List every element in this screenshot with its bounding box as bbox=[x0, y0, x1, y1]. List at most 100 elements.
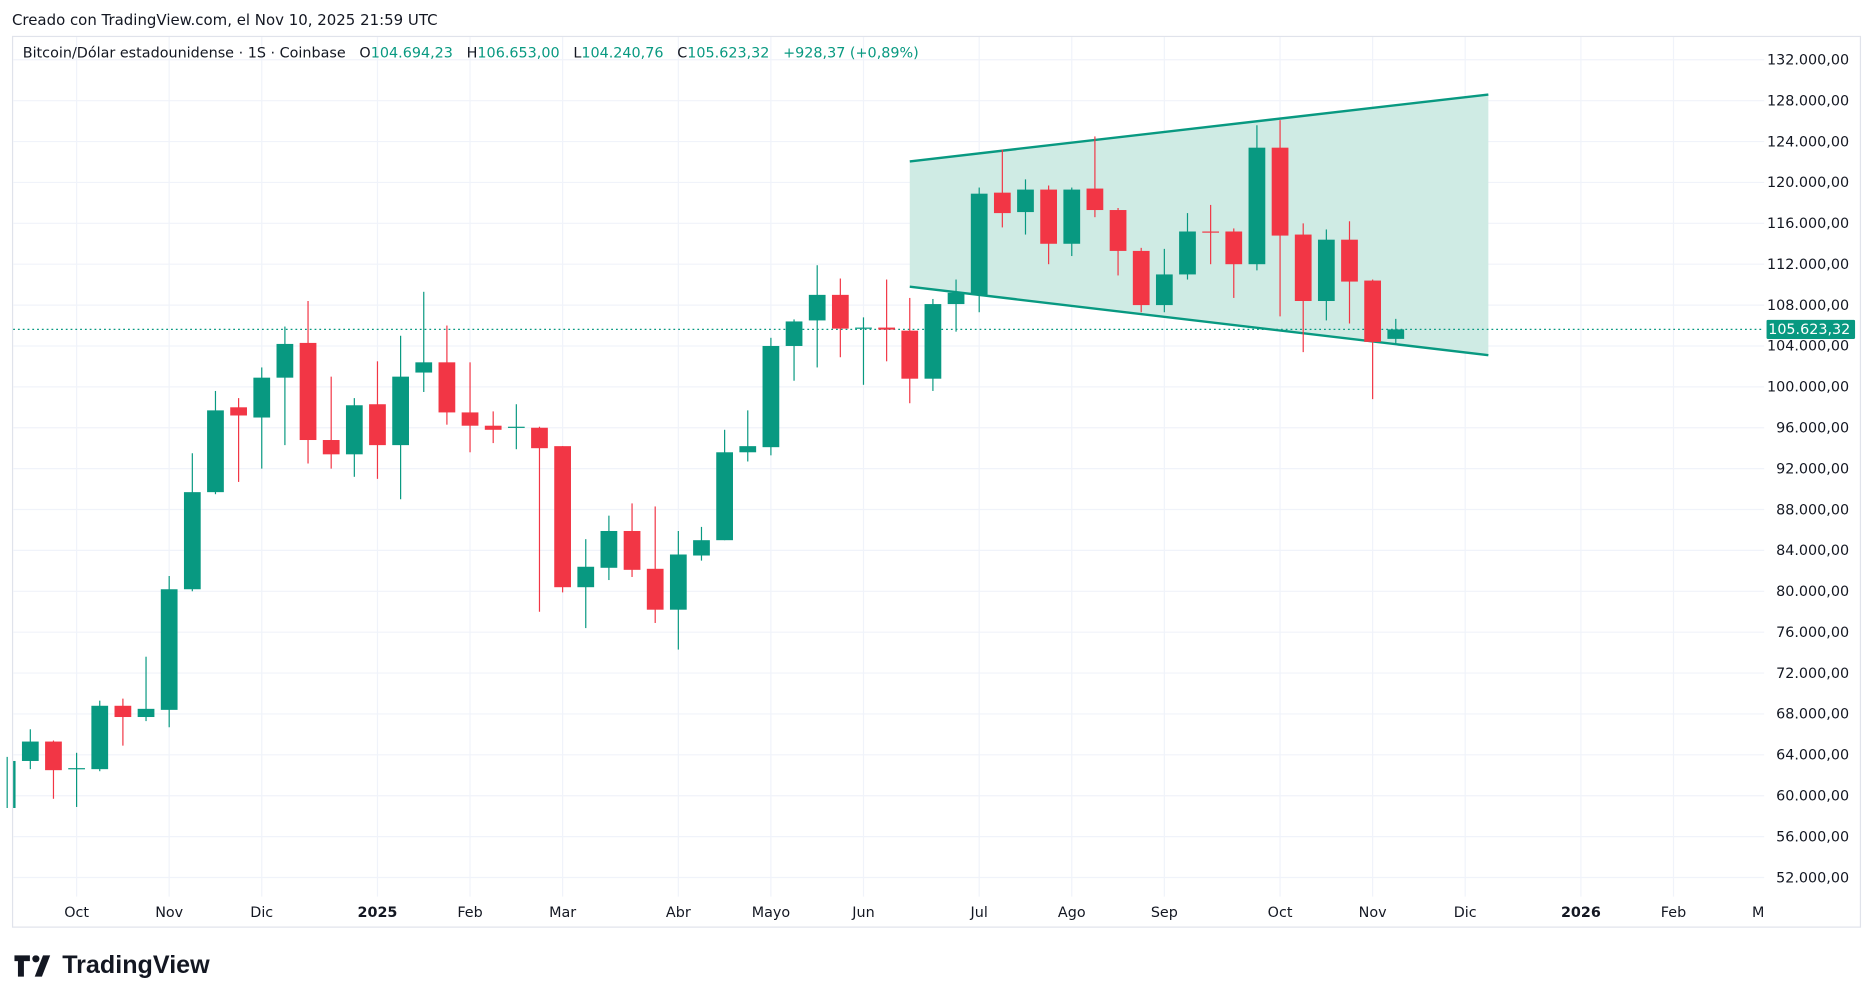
candle bbox=[623, 503, 641, 577]
candle bbox=[68, 752, 85, 807]
candle-body bbox=[693, 540, 710, 556]
price-tick-label: 104.000,00 bbox=[1767, 339, 1849, 355]
candle bbox=[1017, 179, 1034, 235]
price-tick-label: 80.000,00 bbox=[1776, 584, 1849, 600]
time-tick-label: Jun bbox=[851, 905, 874, 921]
time-tick-label: Dic bbox=[250, 905, 273, 921]
candle-body bbox=[785, 321, 803, 346]
price-axis[interactable]: 132.000,00 128.000,00 124.000,00 120.000,00… bbox=[1767, 53, 1849, 887]
time-tick-label: Nov bbox=[1359, 905, 1387, 921]
candle bbox=[993, 149, 1011, 228]
candle-body bbox=[1341, 239, 1358, 282]
candle-body bbox=[461, 412, 479, 426]
candle-body bbox=[739, 446, 757, 453]
candle-body bbox=[1294, 234, 1312, 302]
time-tick-label: 2025 bbox=[358, 905, 398, 921]
candles bbox=[6, 120, 1405, 808]
candle-body bbox=[646, 568, 664, 610]
candle-body bbox=[1109, 210, 1127, 251]
price-tick-label: 96.000,00 bbox=[1776, 421, 1849, 437]
candle-body bbox=[1155, 274, 1173, 306]
candle-body bbox=[1248, 147, 1266, 265]
price-tick-label: 88.000,00 bbox=[1776, 502, 1849, 518]
price-tick-label: 64.000,00 bbox=[1776, 748, 1849, 764]
candle bbox=[6, 756, 16, 808]
candle bbox=[299, 301, 317, 464]
time-tick-label: Oct bbox=[1268, 905, 1293, 921]
low-value: 104.240,76 bbox=[581, 44, 664, 61]
candle-body bbox=[299, 342, 317, 441]
candle-body bbox=[1225, 231, 1243, 265]
symbol-name: Bitcoin/Dólar estadounidense · 1S · Coin… bbox=[22, 44, 346, 61]
candle bbox=[947, 279, 965, 332]
candle bbox=[1387, 318, 1405, 344]
candle bbox=[1271, 120, 1289, 317]
candle-body bbox=[554, 446, 571, 588]
candle bbox=[230, 398, 247, 482]
candle bbox=[1294, 223, 1312, 353]
time-tick-label: Sep bbox=[1151, 905, 1178, 921]
symbol-legend[interactable]: Bitcoin/Dólar estadounidense · 1S · Coin… bbox=[23, 44, 919, 61]
candle bbox=[785, 319, 803, 381]
candle bbox=[114, 698, 132, 746]
candle bbox=[1063, 187, 1081, 257]
candle bbox=[577, 539, 595, 629]
time-tick-label: M bbox=[1752, 905, 1764, 921]
candle bbox=[1040, 185, 1058, 265]
price-tick-label: 100.000,00 bbox=[1767, 380, 1849, 396]
candle bbox=[253, 367, 271, 469]
candle-body bbox=[1017, 189, 1034, 213]
tradingview-logo[interactable]: TradingView bbox=[14, 951, 210, 981]
time-tick-label: Dic bbox=[1454, 905, 1477, 921]
price-tick-label: 128.000,00 bbox=[1767, 93, 1849, 109]
candle bbox=[970, 187, 988, 313]
candle-body bbox=[160, 589, 178, 710]
time-tick-label: Oct bbox=[64, 905, 89, 921]
brand-name: TradingView bbox=[62, 951, 210, 980]
candle bbox=[207, 390, 224, 495]
candle-body bbox=[600, 530, 618, 568]
candle bbox=[1225, 228, 1243, 298]
candle-body bbox=[855, 327, 872, 329]
candle-body bbox=[13, 760, 16, 808]
candle bbox=[322, 376, 340, 469]
candle-body bbox=[230, 407, 247, 416]
channel-upper-line bbox=[909, 93, 1489, 163]
candle bbox=[693, 526, 710, 561]
candle bbox=[345, 398, 363, 477]
time-tick-label: Mar bbox=[549, 905, 576, 921]
price-tick-label: 76.000,00 bbox=[1776, 625, 1849, 641]
candle bbox=[392, 335, 409, 500]
price-tick-label: 120.000,00 bbox=[1767, 175, 1849, 191]
candle-body bbox=[345, 405, 363, 455]
candle bbox=[369, 361, 386, 479]
price-tick-label: 72.000,00 bbox=[1776, 666, 1849, 682]
price-tick-label: 124.000,00 bbox=[1767, 134, 1849, 150]
high-value: 106.653,00 bbox=[477, 44, 560, 61]
last-price-label: 105.623,32 bbox=[1768, 322, 1850, 338]
candle-body bbox=[831, 294, 849, 329]
candle bbox=[1364, 279, 1382, 400]
candle-body bbox=[901, 330, 919, 379]
candle bbox=[183, 453, 201, 592]
candle-body bbox=[392, 376, 409, 446]
time-axis[interactable]: Oct Nov Dic 2025 Feb Mar Abr Mayo Jun Jul Ago Sep Oc… bbox=[64, 905, 1764, 921]
price-tick-label: 56.000,00 bbox=[1776, 829, 1849, 845]
candle-body bbox=[137, 708, 155, 718]
candle bbox=[716, 429, 733, 541]
candle bbox=[137, 656, 155, 722]
candle-body bbox=[21, 741, 39, 761]
candle bbox=[855, 317, 872, 385]
candle bbox=[646, 506, 664, 623]
candle bbox=[808, 265, 826, 368]
change-value: +928,37 (+0,89%) bbox=[783, 44, 919, 61]
candle-body bbox=[484, 425, 502, 430]
high-label: H bbox=[466, 44, 478, 61]
candle bbox=[415, 291, 433, 392]
price-tick-label: 60.000,00 bbox=[1776, 789, 1849, 805]
candle bbox=[1179, 213, 1196, 280]
candle-body bbox=[1132, 250, 1150, 306]
price-tick-label: 132.000,00 bbox=[1767, 53, 1849, 69]
